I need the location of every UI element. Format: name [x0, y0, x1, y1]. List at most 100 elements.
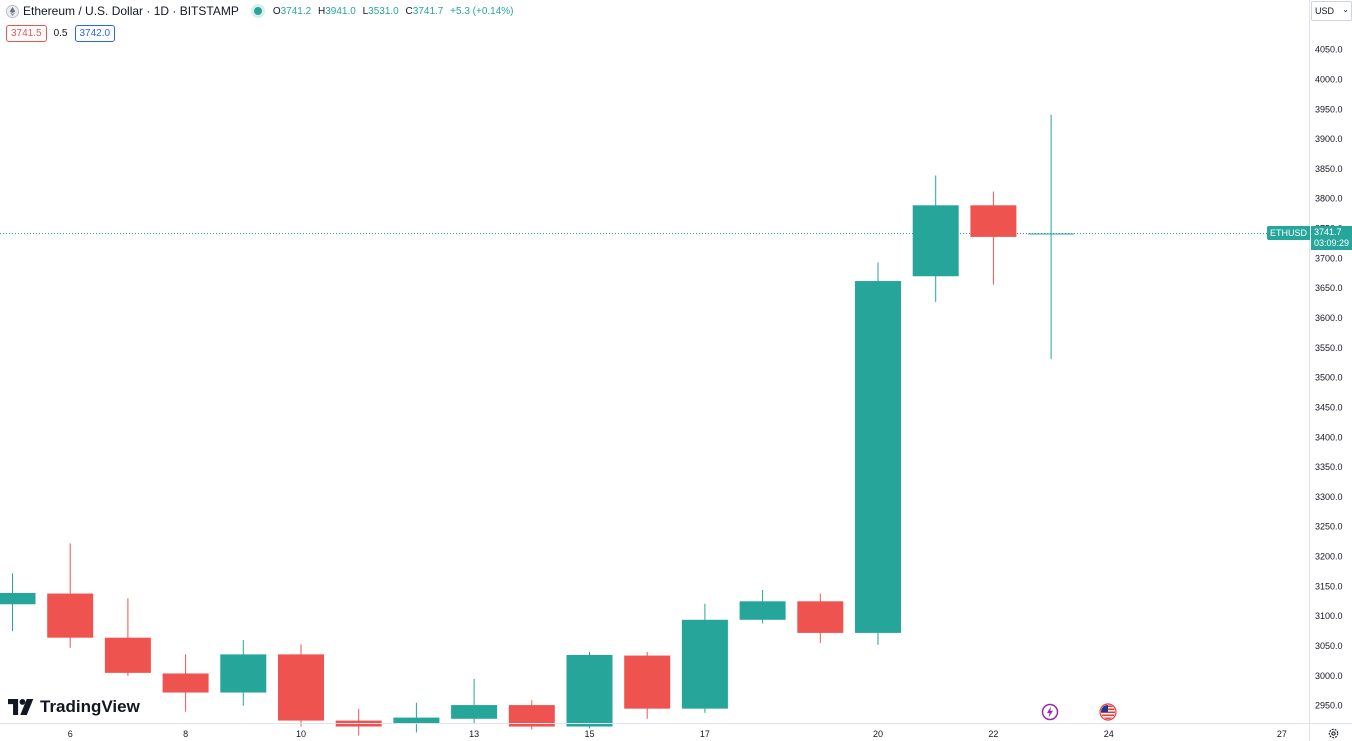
time-axis[interactable]: 6 8 10 13 15 17 20 22 24 27 [68, 729, 1287, 739]
candle[interactable] [278, 644, 324, 727]
candle-body [1028, 233, 1075, 235]
low-value: 3531.0 [368, 5, 399, 17]
price-tick-label: 3500.0 [1315, 373, 1343, 383]
high-value: 3941.0 [325, 5, 356, 17]
candle-body [162, 673, 209, 693]
price-tick-label: 3200.0 [1315, 552, 1343, 562]
price-tick-label: 3600.0 [1315, 313, 1343, 323]
candle-body [624, 655, 671, 709]
price-axis[interactable]: 2950.0 3000.0 3050.0 3100.0 3150.0 3200.0 3250… [1315, 45, 1343, 711]
price-tick-label: 3550.0 [1315, 343, 1343, 353]
tradingview-logo[interactable]: TradingView [8, 697, 140, 717]
candle-body [566, 654, 613, 727]
price-tick-label: 3650.0 [1315, 283, 1343, 293]
candle[interactable] [104, 598, 151, 676]
candle[interactable] [335, 708, 382, 736]
open-value: 3741.2 [280, 5, 312, 17]
candle[interactable] [451, 678, 498, 724]
close-label: C [405, 5, 413, 17]
candle-body [393, 717, 440, 724]
candle-body [739, 601, 786, 620]
price-tick-label: 3050.0 [1315, 641, 1343, 651]
candle[interactable] [624, 651, 671, 719]
lightning-icon[interactable] [1041, 703, 1059, 721]
candle-body [0, 592, 36, 605]
price-tick-label: 3300.0 [1315, 492, 1343, 502]
market-open-status-icon[interactable] [253, 7, 262, 15]
time-tick-label: 27 [1277, 729, 1287, 739]
price-tick-label: 3850.0 [1315, 164, 1343, 174]
price-tick-label: 2950.0 [1315, 701, 1343, 711]
price-tick-label: 3450.0 [1315, 402, 1343, 412]
time-tick-label: 10 [296, 729, 306, 739]
spread-value: 0.5 [53, 28, 68, 39]
price-tick-label: 3100.0 [1315, 611, 1343, 621]
last-price-value: 3741.7 [1314, 227, 1342, 237]
candle-body [970, 205, 1017, 237]
price-tick-label: 3800.0 [1315, 194, 1343, 204]
symbol-price-label: ETHUSD [1267, 226, 1311, 240]
price-tick-label: 3000.0 [1315, 671, 1343, 681]
buy-sell-panel: 3741.5 0.5 3742.0 [6, 25, 116, 42]
candle-body [278, 654, 324, 721]
change-value: +5.3 (+0.14%) [450, 5, 514, 17]
candle-body [508, 705, 555, 727]
tradingview-logo-icon [8, 699, 34, 715]
us-flag-icon[interactable] [1099, 703, 1117, 721]
low-label: L [362, 5, 369, 17]
settings-gear-icon[interactable] [1327, 727, 1340, 740]
candle[interactable] [797, 593, 844, 644]
close-value: 3741.7 [412, 5, 444, 17]
ohlc-values: O3741.2 H3941.0 L3531.0 C3741.7 +5.3 (+0… [273, 6, 514, 17]
buy-button[interactable]: 3742.0 [74, 25, 116, 42]
time-tick-label: 8 [183, 729, 188, 739]
price-tick-label: 4000.0 [1315, 74, 1343, 84]
currency-value: USD [1315, 6, 1335, 16]
symbol-legend[interactable]: Ethereum / U.S. Dollar · 1D · BITSTAMP O… [6, 4, 514, 18]
candle[interactable] [970, 191, 1017, 285]
price-tick-label: 3400.0 [1315, 432, 1343, 442]
candle-body [797, 601, 844, 633]
candle-body [220, 654, 267, 693]
price-tick-label: 3250.0 [1315, 522, 1343, 532]
logo-text: TradingView [40, 697, 140, 716]
sell-button[interactable]: 3741.5 [6, 25, 47, 42]
candle[interactable] [739, 589, 786, 624]
last-price-label: 3741.7 03:09:29 [1311, 226, 1352, 250]
candle[interactable] [393, 702, 440, 733]
ethereum-logo-icon [6, 4, 19, 18]
candle-body [855, 281, 901, 633]
candle[interactable] [1028, 114, 1075, 360]
candle-body [451, 705, 498, 719]
candle[interactable] [0, 573, 36, 632]
price-tick-label: 4050.0 [1315, 45, 1343, 55]
candle[interactable] [220, 640, 267, 706]
time-tick-label: 15 [584, 729, 594, 739]
price-tick-label: 3950.0 [1315, 104, 1343, 114]
price-tick-label: 3900.0 [1315, 134, 1343, 144]
time-tick-label: 6 [68, 729, 73, 739]
symbol-title[interactable]: Ethereum / U.S. Dollar · 1D · BITSTAMP [23, 4, 239, 18]
price-tick-label: 3350.0 [1315, 462, 1343, 472]
time-tick-label: 13 [469, 729, 479, 739]
candle[interactable] [912, 175, 959, 302]
candle[interactable] [508, 700, 555, 730]
bar-countdown: 03:09:29 [1314, 238, 1350, 248]
time-tick-label: 20 [873, 729, 883, 739]
candle[interactable] [566, 651, 613, 729]
candle[interactable] [681, 603, 728, 713]
time-tick-label: 17 [700, 729, 710, 739]
candle[interactable] [162, 654, 209, 712]
time-tick-label: 22 [988, 729, 998, 739]
price-tick-label: 3700.0 [1315, 253, 1343, 263]
candle-body [47, 593, 94, 638]
currency-select[interactable]: USD ⌄ [1311, 1, 1352, 21]
candle-body [681, 619, 728, 709]
candle[interactable] [47, 543, 94, 648]
candle-body [104, 637, 151, 673]
candle[interactable] [855, 262, 901, 645]
price-tick-label: 3150.0 [1315, 581, 1343, 591]
candle-body [912, 205, 959, 277]
chevron-down-icon: ⌄ [1342, 5, 1349, 14]
